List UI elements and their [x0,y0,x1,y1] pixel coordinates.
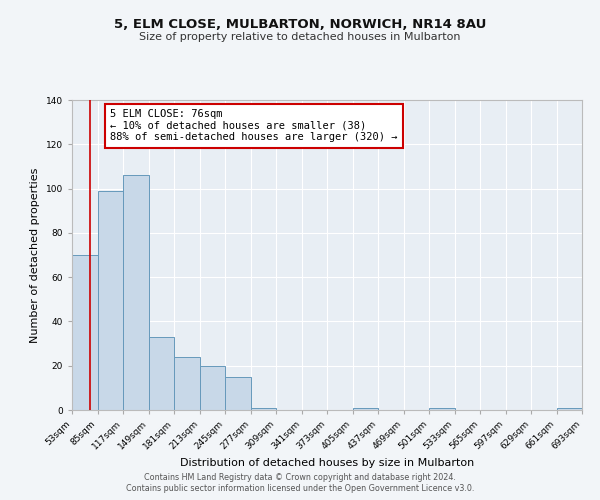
Bar [225,377,251,410]
Bar [149,337,174,410]
Text: Contains HM Land Registry data © Crown copyright and database right 2024.: Contains HM Land Registry data © Crown c… [144,472,456,482]
Bar [353,408,378,410]
Y-axis label: Number of detached properties: Number of detached properties [30,168,40,342]
Bar [557,408,582,410]
Text: 5, ELM CLOSE, MULBARTON, NORWICH, NR14 8AU: 5, ELM CLOSE, MULBARTON, NORWICH, NR14 8… [114,18,486,30]
Bar [199,366,225,410]
Bar [174,357,199,410]
Text: 5 ELM CLOSE: 76sqm
← 10% of detached houses are smaller (38)
88% of semi-detache: 5 ELM CLOSE: 76sqm ← 10% of detached hou… [110,110,398,142]
Text: Contains public sector information licensed under the Open Government Licence v3: Contains public sector information licen… [126,484,474,493]
Bar [123,176,149,410]
Bar [251,408,276,410]
X-axis label: Distribution of detached houses by size in Mulbarton: Distribution of detached houses by size … [180,458,474,468]
Bar [72,255,97,410]
Bar [429,408,455,410]
Bar [97,191,123,410]
Text: Size of property relative to detached houses in Mulbarton: Size of property relative to detached ho… [139,32,461,42]
